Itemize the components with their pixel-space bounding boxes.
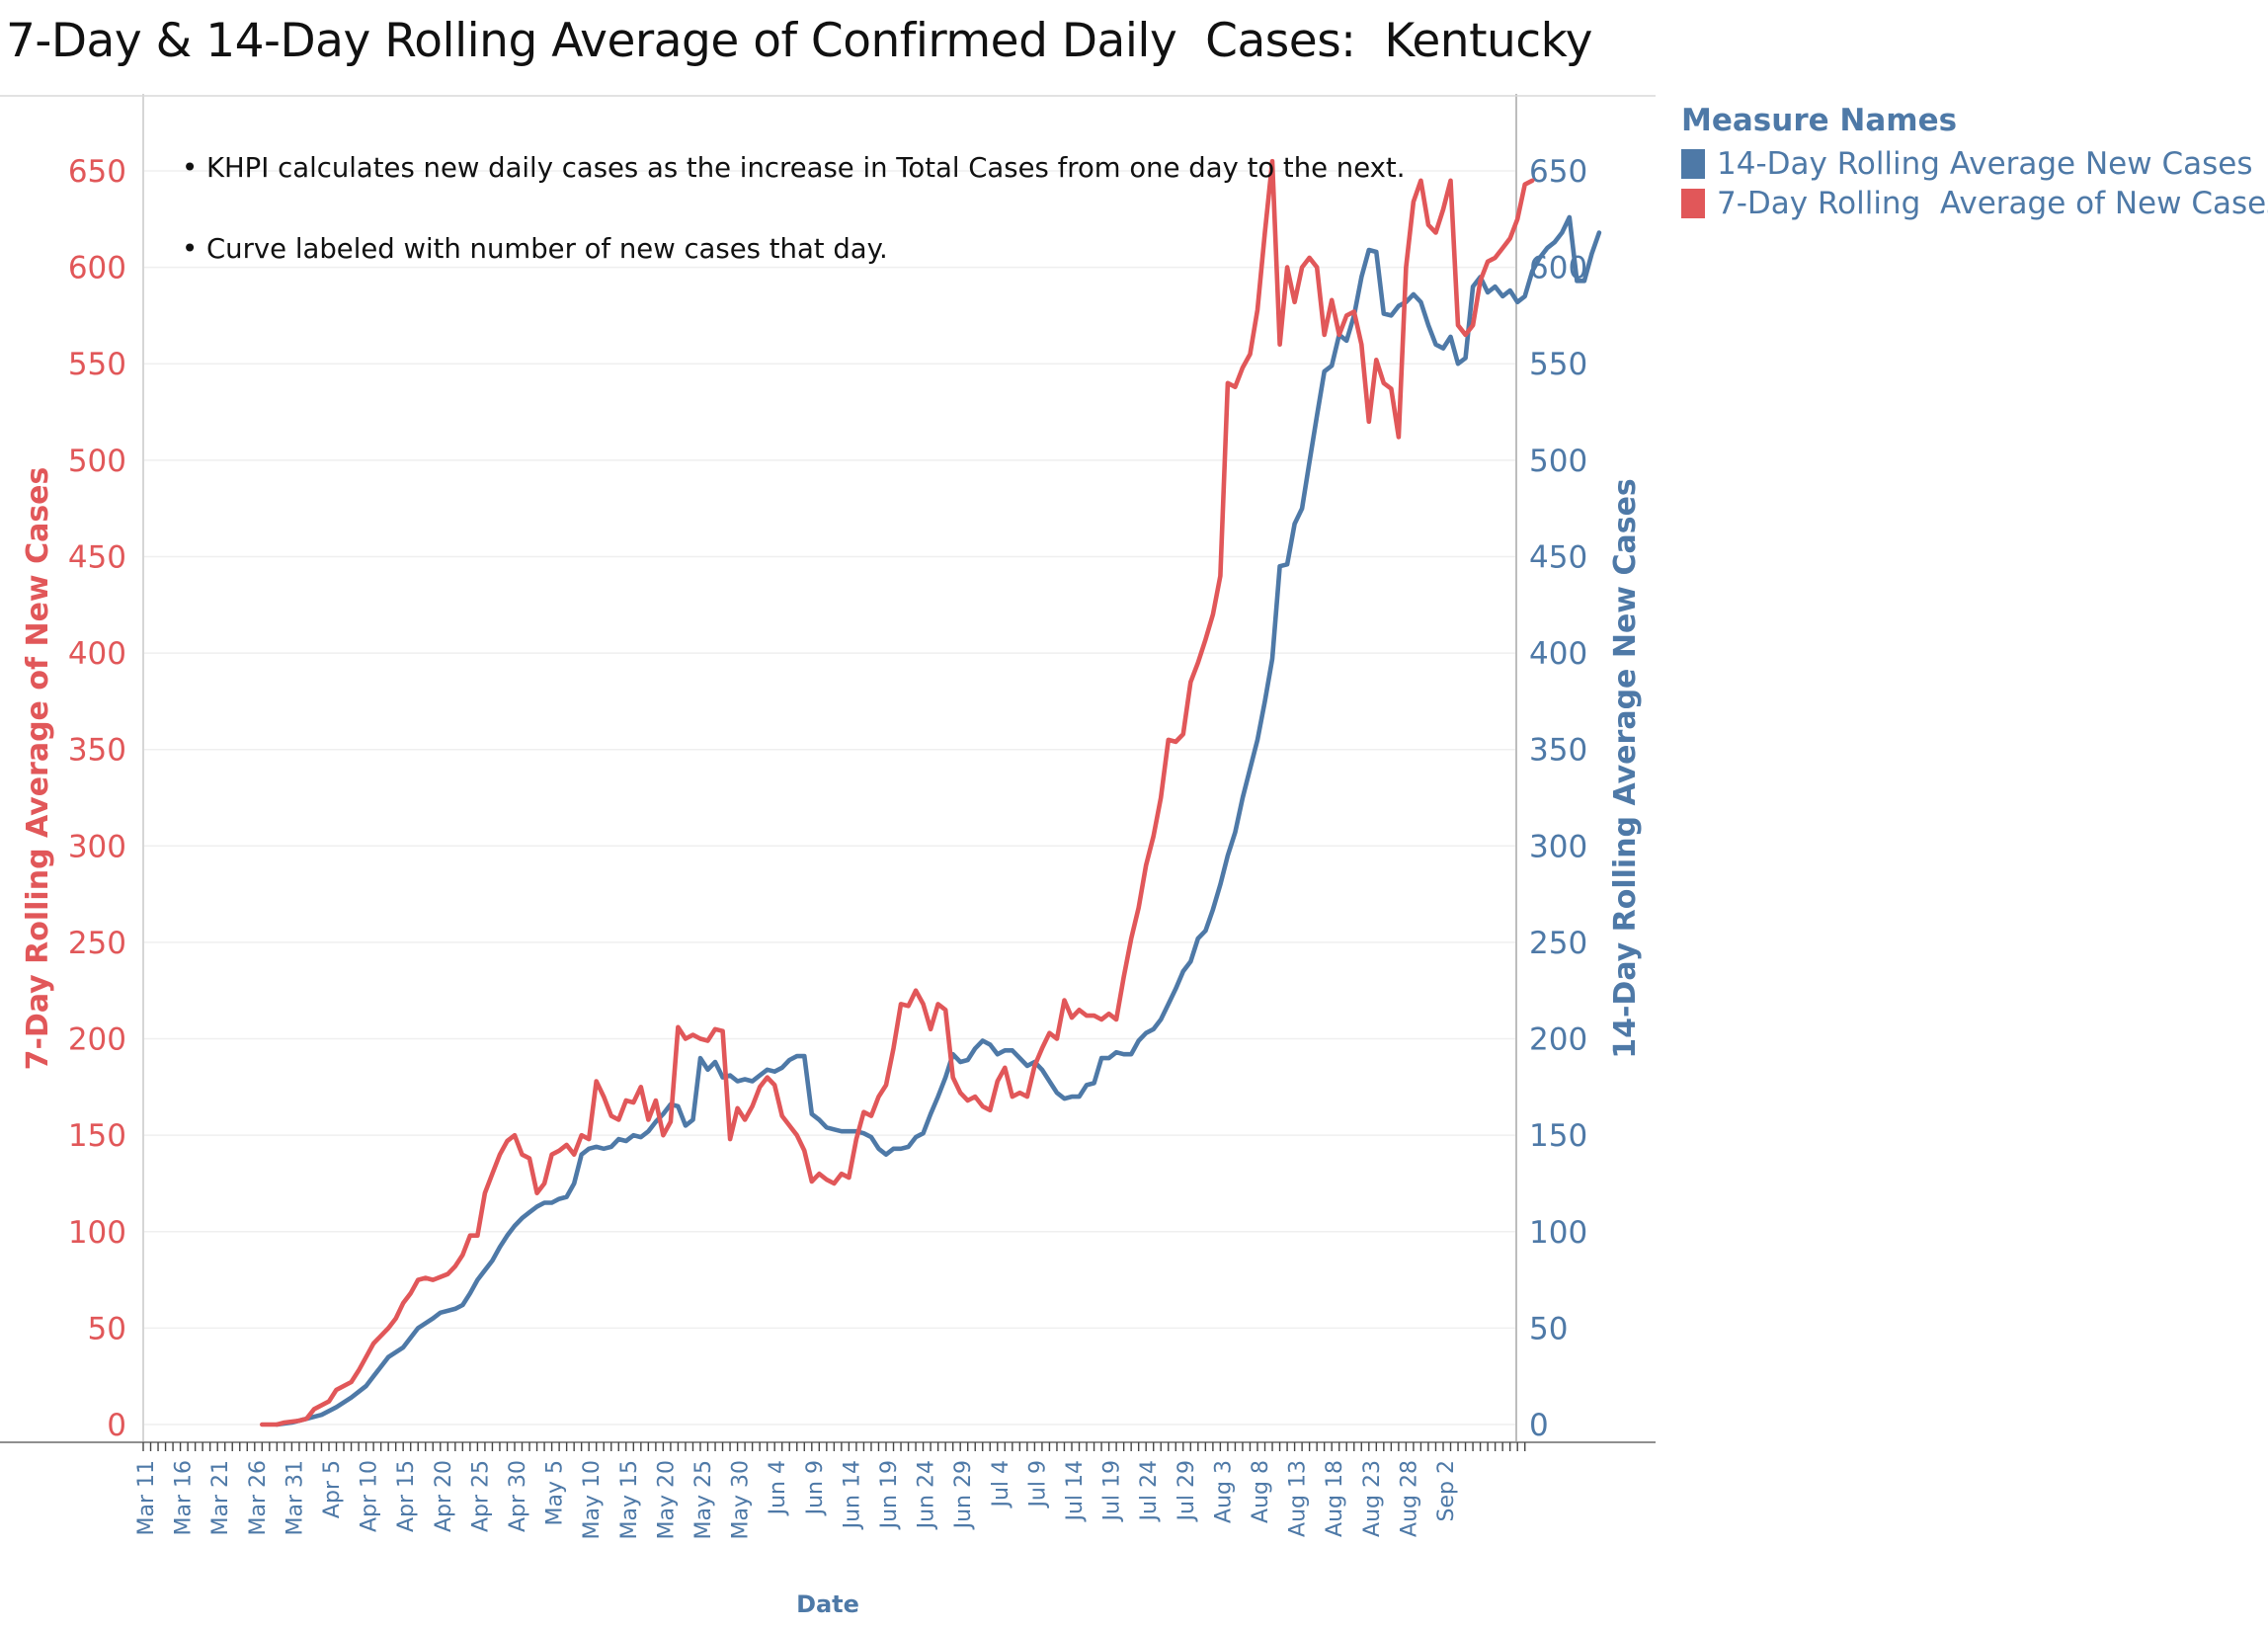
legend-swatch-7-day — [1681, 189, 1705, 218]
x-tick-label: May 15 — [617, 1460, 642, 1539]
y-tick-label-right: 500 — [1529, 444, 1587, 479]
x-tick-label: Jun 9 — [803, 1460, 828, 1516]
y-tick-label-right: 200 — [1529, 1022, 1587, 1058]
y-tick-label-right: 650 — [1529, 154, 1587, 190]
legend-title: Measure Names — [1681, 103, 1958, 138]
y-tick-label-right: 50 — [1529, 1311, 1568, 1346]
y-tick-label-left: 300 — [68, 829, 126, 864]
legend-label-7-day: 7-Day Rolling Average of New Cases — [1717, 186, 2268, 221]
x-tick-label: Jun 19 — [877, 1460, 902, 1530]
x-tick-label: Aug 8 — [1249, 1460, 1273, 1523]
y-tick-label-right: 100 — [1529, 1215, 1587, 1251]
y-tick-label-left: 450 — [68, 539, 126, 575]
x-tick-label: May 25 — [691, 1460, 716, 1539]
x-tick-label: Jul 9 — [1025, 1460, 1050, 1509]
y-tick-label-left: 100 — [68, 1215, 126, 1251]
x-tick-label: Jul 14 — [1063, 1460, 1088, 1523]
y-axis-title-right: 14-Day Rolling Average New Cases — [1608, 478, 1643, 1059]
x-axis-ticks: Mar 11 Mar 16 Mar 21 Mar 26 Mar 31 Apr 5 Apr 1… — [134, 1442, 1526, 1539]
x-tick-label: Jul 19 — [1100, 1460, 1125, 1523]
x-tick-label: Mar 11 — [134, 1460, 159, 1536]
y-tick-label-left: 600 — [68, 251, 126, 286]
y-axis-title-left: 7-Day Rolling Average of New Cases — [21, 467, 55, 1071]
x-tick-label: May 10 — [580, 1460, 605, 1539]
y-tick-label-right: 350 — [1529, 733, 1587, 769]
x-tick-label: Aug 3 — [1211, 1460, 1236, 1523]
y-tick-label-left: 400 — [68, 636, 126, 672]
y-tick-label-right: 550 — [1529, 347, 1587, 382]
y-tick-label-left: 200 — [68, 1022, 126, 1058]
series-line-7-day[interactable] — [259, 158, 1535, 1427]
x-tick-label: Mar 26 — [246, 1460, 271, 1536]
x-tick-label: Aug 23 — [1360, 1460, 1385, 1537]
axes — [0, 94, 1656, 1443]
legend-item-7-day[interactable]: 7-Day Rolling Average of New Cases — [1681, 184, 2268, 223]
y-tick-label-left: 50 — [88, 1311, 126, 1346]
y-tick-label-right: 150 — [1529, 1118, 1587, 1154]
y-tick-label-left: 650 — [68, 154, 126, 190]
y-tick-label-right: 400 — [1529, 636, 1587, 672]
x-tick-label: Apr 30 — [506, 1460, 530, 1532]
x-tick-label: Aug 18 — [1323, 1460, 1347, 1537]
x-tick-label: Aug 13 — [1286, 1460, 1311, 1537]
y-tick-label-left: 150 — [68, 1118, 126, 1154]
x-tick-label: Jul 29 — [1174, 1460, 1199, 1523]
x-tick-label: May 20 — [654, 1460, 679, 1539]
x-tick-label: Sep 2 — [1434, 1460, 1459, 1521]
x-tick-label: Apr 5 — [320, 1460, 345, 1518]
legend-label-14-day: 14-Day Rolling Average New Cases — [1717, 146, 2253, 182]
annotation-note: • KHPI calculates new daily cases as the… — [182, 148, 1405, 270]
y-tick-label-right: 0 — [1529, 1408, 1549, 1443]
y-tick-label-left: 350 — [68, 733, 126, 769]
left-axis-ticks: 0 50 100 150 200 250 300 350 400 450 500 550 600 650 — [68, 154, 126, 1443]
page-title: 7-Day & 14-Day Rolling Average of Confir… — [6, 14, 1593, 68]
y-tick-label-right: 450 — [1529, 539, 1587, 575]
x-tick-label: Jun 4 — [766, 1460, 790, 1516]
y-tick-label-left: 550 — [68, 347, 126, 382]
y-tick-label-right: 300 — [1529, 829, 1587, 864]
legend: Measure Names 14-Day Rolling Average New… — [1681, 103, 2268, 223]
x-tick-label: Jun 14 — [840, 1460, 864, 1530]
y-tick-label-left: 0 — [107, 1408, 126, 1443]
legend-item-14-day[interactable]: 14-Day Rolling Average New Cases — [1681, 144, 2268, 184]
y-tick-label-left: 250 — [68, 926, 126, 961]
series-lines — [259, 158, 1602, 1427]
x-tick-label: May 30 — [729, 1460, 754, 1539]
x-tick-label: Apr 25 — [468, 1460, 493, 1532]
y-tick-label-left: 500 — [68, 444, 126, 479]
x-tick-label: Apr 20 — [432, 1460, 456, 1532]
x-axis-title: Date — [796, 1590, 859, 1618]
legend-swatch-14-day — [1681, 149, 1705, 179]
x-tick-label: Mar 31 — [283, 1460, 307, 1536]
x-tick-label: Jun 24 — [915, 1460, 939, 1530]
x-tick-label: Aug 28 — [1397, 1460, 1421, 1537]
x-tick-label: Mar 16 — [172, 1460, 197, 1536]
y-tick-label-right: 250 — [1529, 926, 1587, 961]
series-line-14-day[interactable] — [275, 214, 1602, 1427]
x-tick-label: Apr 10 — [358, 1460, 382, 1532]
x-tick-label: Jul 24 — [1137, 1460, 1162, 1523]
gridlines — [143, 170, 1516, 1426]
annotation-para-2: • Curve labeled with number of new cases… — [182, 233, 888, 265]
x-tick-label: Mar 21 — [208, 1460, 233, 1536]
annotation-para-1: • KHPI calculates new daily cases as the… — [182, 152, 1406, 184]
x-tick-label: Jul 4 — [989, 1460, 1013, 1509]
x-tick-label: May 5 — [543, 1460, 568, 1525]
x-tick-label: Jun 29 — [951, 1460, 976, 1530]
x-tick-label: Apr 15 — [394, 1460, 419, 1532]
